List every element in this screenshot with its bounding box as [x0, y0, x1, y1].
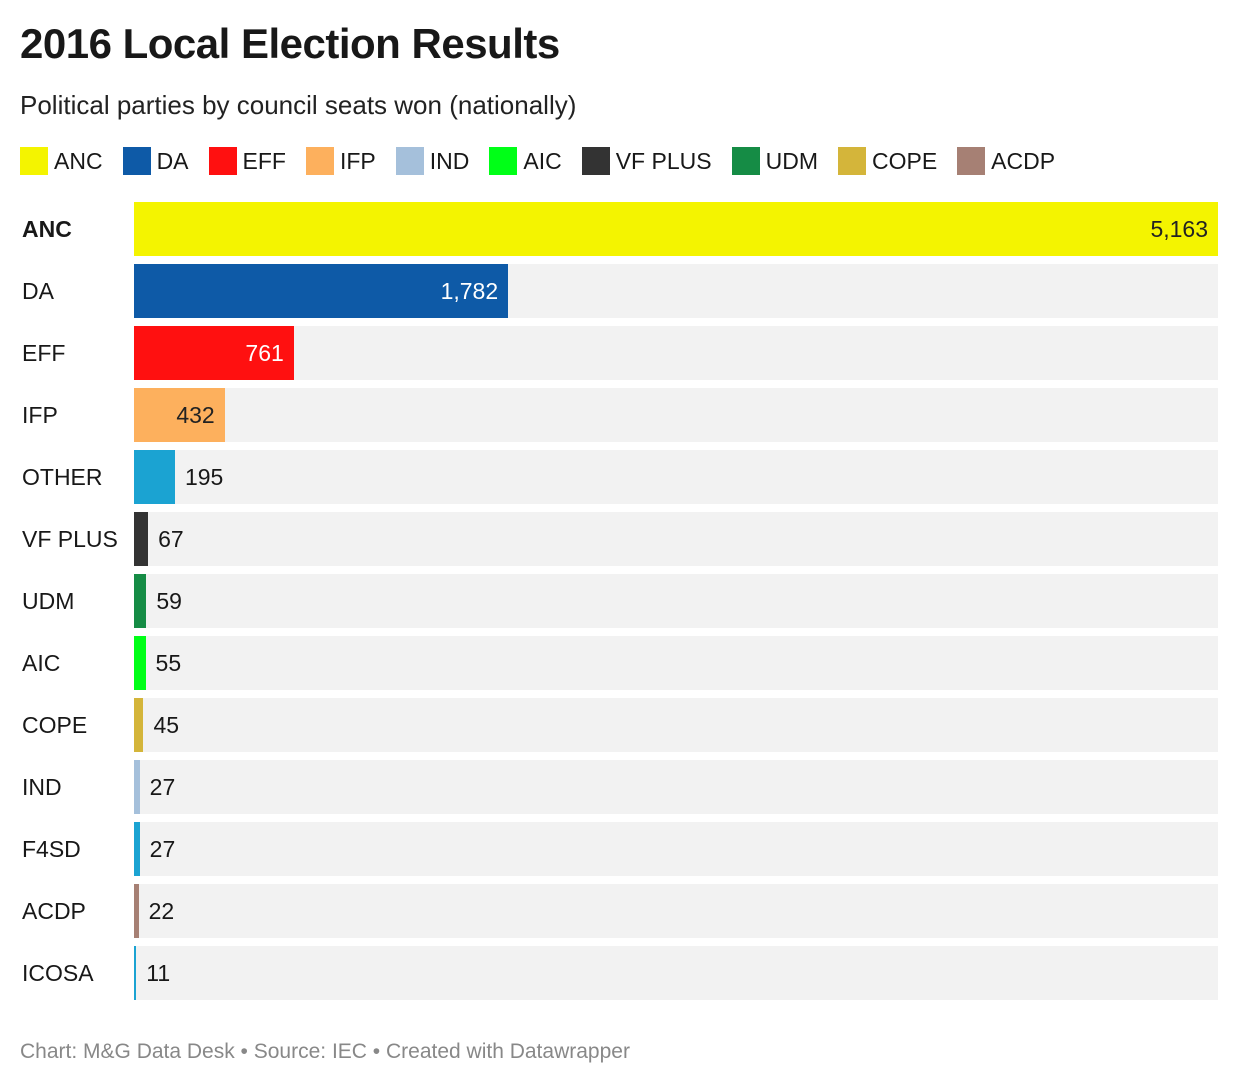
value-label: 195 — [184, 464, 224, 490]
value-label: 45 — [153, 712, 180, 738]
category-label: OTHER — [22, 464, 103, 490]
bar — [134, 326, 294, 380]
bar-row: IND 27 — [0, 760, 1240, 814]
bar-row: AIC 55 — [0, 636, 1240, 690]
value-label: 761 — [245, 340, 284, 366]
bar-background — [134, 326, 1218, 380]
category-label: ANC — [22, 216, 72, 242]
value-label: 5,163 — [1150, 216, 1208, 242]
bar-row: COPE 45 — [0, 698, 1240, 752]
value-label: 27 — [149, 836, 176, 862]
bar-row: ICOSA 11 — [0, 946, 1240, 1000]
legend-label: EFF — [242, 147, 286, 174]
bar-row: EFF 761 — [0, 326, 1240, 380]
legend-swatch — [208, 147, 237, 175]
category-label: IND — [22, 774, 62, 800]
category-label: UDM — [22, 588, 75, 614]
bar-background — [134, 574, 1218, 628]
legend-item: ACDP — [957, 147, 1055, 175]
value-label: 27 — [149, 774, 176, 800]
bar — [134, 202, 1218, 256]
category-label: VF PLUS — [22, 526, 118, 552]
bar — [134, 760, 140, 814]
legend-swatch — [20, 147, 48, 175]
category-label: AIC — [22, 650, 61, 676]
value-label: 67 — [158, 526, 184, 552]
legend-label: VF PLUS — [615, 147, 712, 174]
bar — [134, 884, 139, 938]
legend-item: IND — [395, 147, 470, 175]
bar-row: UDM 59 — [0, 574, 1240, 628]
category-label: DA — [22, 278, 54, 304]
value-label: 1,782 — [440, 278, 499, 304]
bar-background — [134, 946, 1218, 1000]
bar-background — [134, 388, 1218, 442]
value-label: 22 — [148, 898, 175, 924]
bar — [134, 574, 147, 628]
bar-row: ANC 5,163 — [0, 202, 1240, 256]
bar — [134, 388, 225, 442]
legend-item: VF PLUS — [581, 147, 712, 175]
legend-item: DA — [122, 147, 189, 175]
legend-label: UDM — [765, 147, 818, 174]
legend-swatch — [305, 147, 334, 175]
legend-swatch — [395, 147, 424, 175]
legend-swatch — [489, 147, 518, 175]
legend-label: ANC — [54, 147, 103, 174]
bar-background — [134, 698, 1218, 752]
legend-item: AIC — [489, 147, 562, 175]
legend-swatch — [731, 147, 760, 175]
bar-background — [134, 822, 1218, 876]
legend-item: IFP — [305, 147, 376, 175]
legend-swatch — [837, 147, 866, 175]
legend-item: EFF — [208, 147, 286, 175]
legend: ANC DA EFF IFP IND AIC VF PLUS UDM COPE ACDP — [20, 147, 1075, 175]
bar — [134, 636, 146, 690]
legend-swatch — [122, 147, 151, 175]
legend-label: IFP — [339, 147, 376, 174]
bar — [134, 450, 175, 504]
chart-subtitle: Political parties by council seats won (… — [20, 90, 577, 120]
bar — [134, 946, 137, 1000]
bar-row: F4SD 27 — [0, 822, 1240, 876]
bar — [134, 264, 509, 318]
legend-item: UDM — [731, 147, 818, 175]
chart-title: 2016 Local Election Results — [20, 20, 560, 67]
bar-background — [134, 884, 1218, 938]
category-label: ICOSA — [22, 960, 94, 986]
category-label: EFF — [22, 340, 66, 366]
legend-label: IND — [429, 147, 470, 174]
legend-label: AIC — [523, 147, 562, 174]
bar-background — [134, 636, 1218, 690]
category-label: IFP — [22, 402, 58, 428]
value-label: 11 — [146, 960, 171, 986]
bar — [134, 822, 140, 876]
legend-item: COPE — [837, 147, 938, 175]
bar — [134, 698, 144, 752]
legend-label: DA — [156, 147, 189, 174]
value-label: 59 — [156, 588, 182, 614]
legend-item: ANC — [20, 147, 103, 175]
bar-background — [134, 760, 1218, 814]
bar — [134, 512, 149, 566]
legend-swatch — [581, 147, 610, 175]
bar-row: VF PLUS 67 — [0, 512, 1240, 566]
value-label: 55 — [155, 650, 182, 676]
bar-row: OTHER 195 — [0, 450, 1240, 504]
bar-background — [134, 512, 1218, 566]
legend-label: ACDP — [991, 147, 1056, 174]
bar-row: IFP 432 — [0, 388, 1240, 442]
legend-label: COPE — [871, 147, 938, 174]
bar-background — [134, 450, 1218, 504]
legend-swatch — [957, 147, 986, 175]
category-label: COPE — [22, 712, 88, 738]
category-label: ACDP — [22, 898, 86, 924]
category-label: F4SD — [22, 836, 81, 862]
bar-row: DA 1,782 — [0, 264, 1240, 318]
footer-credits: Chart: M&G Data Desk • Source: IEC • Cre… — [20, 1040, 630, 1063]
bar-row: ACDP 22 — [0, 884, 1240, 938]
value-label: 432 — [176, 402, 215, 428]
